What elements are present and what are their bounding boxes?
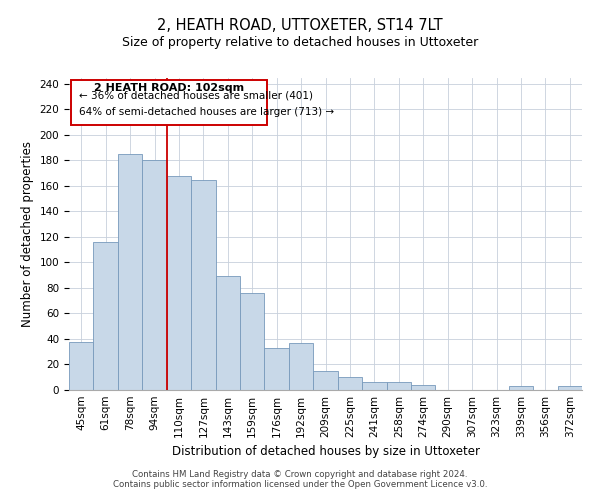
Bar: [215, 276, 240, 390]
Bar: [167, 176, 191, 390]
Bar: [191, 180, 215, 390]
Bar: [265, 348, 289, 390]
Text: ← 36% of detached houses are smaller (401): ← 36% of detached houses are smaller (40…: [79, 90, 313, 101]
Bar: [118, 154, 142, 390]
Text: 2 HEATH ROAD: 102sqm: 2 HEATH ROAD: 102sqm: [94, 82, 244, 92]
Bar: [386, 382, 411, 390]
Text: Contains public sector information licensed under the Open Government Licence v3: Contains public sector information licen…: [113, 480, 487, 489]
Text: Contains HM Land Registry data © Crown copyright and database right 2024.: Contains HM Land Registry data © Crown c…: [132, 470, 468, 479]
Bar: [240, 293, 265, 390]
Bar: [338, 377, 362, 390]
Text: Size of property relative to detached houses in Uttoxeter: Size of property relative to detached ho…: [122, 36, 478, 49]
Bar: [362, 382, 386, 390]
Text: 2, HEATH ROAD, UTTOXETER, ST14 7LT: 2, HEATH ROAD, UTTOXETER, ST14 7LT: [157, 18, 443, 32]
Bar: [142, 160, 167, 390]
Y-axis label: Number of detached properties: Number of detached properties: [21, 141, 34, 327]
Bar: [411, 385, 436, 390]
Bar: [94, 242, 118, 390]
FancyBboxPatch shape: [71, 80, 267, 124]
Bar: [289, 343, 313, 390]
Bar: [509, 386, 533, 390]
Bar: [557, 386, 582, 390]
Text: 64% of semi-detached houses are larger (713) →: 64% of semi-detached houses are larger (…: [79, 107, 334, 117]
Bar: [69, 342, 94, 390]
X-axis label: Distribution of detached houses by size in Uttoxeter: Distribution of detached houses by size …: [172, 446, 479, 458]
Bar: [313, 371, 338, 390]
